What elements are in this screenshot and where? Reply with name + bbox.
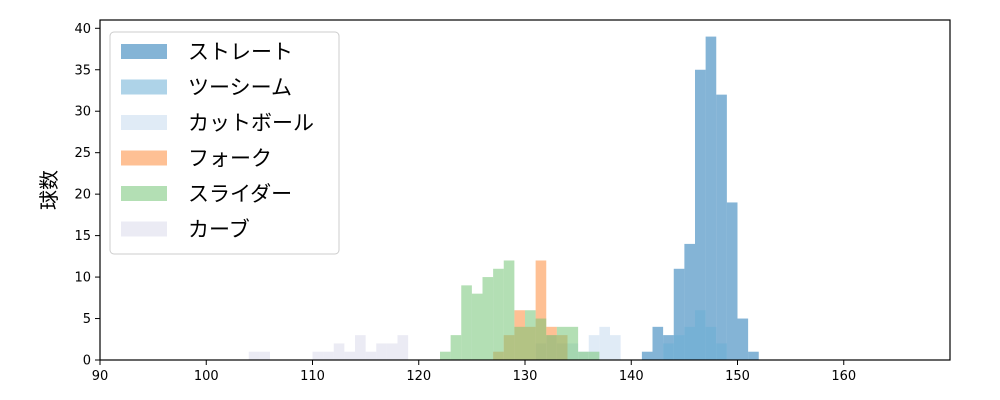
bar-series-5-bin-115 <box>365 351 377 360</box>
bar-series-1-bin-143 <box>663 343 674 360</box>
x-tick-label: 150 <box>725 369 750 384</box>
bar-series-4-bin-132 <box>546 335 557 360</box>
bar-series-5-bin-110 <box>312 351 324 360</box>
bar-series-5-bin-111 <box>323 351 334 360</box>
legend-swatch <box>121 115 167 130</box>
bar-series-0-bin-149 <box>726 202 738 360</box>
legend-swatch <box>121 44 167 59</box>
bar-series-0-bin-147 <box>705 36 717 361</box>
y-tick-label: 40 <box>74 22 91 37</box>
y-axis-label: 球数 <box>37 170 61 210</box>
x-tick-label: 160 <box>831 369 856 384</box>
legend-swatch <box>121 221 167 237</box>
y-tick-label: 5 <box>83 312 91 327</box>
bar-series-4-bin-127 <box>493 268 504 360</box>
legend-swatch <box>121 186 167 201</box>
bar-series-1-bin-147 <box>705 326 717 360</box>
x-axis: 90 100 110 120 130 140 150 160 <box>92 360 856 384</box>
bar-series-5-bin-118 <box>397 335 409 360</box>
legend-swatch <box>121 79 167 95</box>
y-tick-label: 30 <box>74 105 91 120</box>
y-tick-label: 10 <box>74 271 91 286</box>
bar-series-4-bin-136 <box>588 351 600 360</box>
bar-series-5-bin-113 <box>344 351 355 360</box>
legend-label: スライダー <box>188 182 292 206</box>
bar-series-1-bin-148 <box>716 343 727 360</box>
bar-series-5-bin-116 <box>376 343 387 360</box>
legend-label: カットボール <box>188 111 314 135</box>
bar-series-0-bin-145 <box>684 243 695 360</box>
bar-series-3-bin-131 <box>535 260 547 360</box>
bar-series-4-bin-126 <box>482 277 494 360</box>
legend-label: ツーシーム <box>188 76 292 100</box>
bar-series-2-bin-138 <box>610 335 621 360</box>
bar-series-0-bin-146 <box>695 69 706 360</box>
x-tick-label: 90 <box>92 369 109 384</box>
bar-series-5-bin-105 <box>259 351 270 360</box>
histogram-bars <box>248 36 759 361</box>
y-tick-label: 15 <box>74 229 91 244</box>
y-tick-label: 35 <box>74 63 91 78</box>
bar-series-4-bin-124 <box>461 285 472 360</box>
y-tick-label: 25 <box>74 146 91 161</box>
bar-series-5-bin-112 <box>333 343 345 360</box>
bar-series-4-bin-125 <box>471 293 483 360</box>
x-tick-label: 100 <box>194 369 219 384</box>
legend-label: カーブ <box>188 218 250 242</box>
bar-series-1-bin-144 <box>673 335 685 360</box>
bar-series-0-bin-151 <box>748 351 759 360</box>
bar-series-0-bin-144 <box>673 268 685 360</box>
legend-swatch <box>121 150 167 166</box>
legend-box <box>109 31 340 255</box>
x-tick-label: 110 <box>300 369 325 384</box>
x-tick-label: 130 <box>513 369 538 384</box>
y-axis: 0 5 10 15 20 25 30 35 40 <box>74 22 100 369</box>
bar-series-4-bin-122 <box>440 351 451 360</box>
bar-series-5-bin-114 <box>355 335 366 360</box>
bar-series-0-bin-141 <box>641 351 653 360</box>
bar-series-2-bin-137 <box>599 326 610 360</box>
bar-series-4-bin-134 <box>567 326 579 360</box>
bar-series-0-bin-148 <box>716 94 727 360</box>
y-tick-label: 0 <box>83 354 91 369</box>
bar-series-0-bin-150 <box>737 318 749 360</box>
bar-series-1-bin-146 <box>695 310 706 360</box>
bar-series-4-bin-135 <box>578 351 589 360</box>
bar-series-2-bin-136 <box>588 335 600 360</box>
bar-series-4-bin-133 <box>556 326 568 360</box>
bar-series-5-bin-104 <box>248 351 260 360</box>
x-tick-label: 120 <box>406 369 431 384</box>
x-tick-label: 140 <box>619 369 644 384</box>
bar-series-0-bin-142 <box>652 326 664 360</box>
bar-series-4-bin-130 <box>525 310 536 360</box>
bar-series-1-bin-145 <box>684 326 695 360</box>
bar-series-5-bin-117 <box>386 343 398 360</box>
legend-label: フォーク <box>188 147 272 171</box>
bar-series-4-bin-123 <box>450 335 462 360</box>
bar-series-4-bin-129 <box>514 326 525 360</box>
legend-label: ストレート <box>188 40 293 64</box>
bar-series-4-bin-131 <box>535 318 547 360</box>
y-tick-label: 20 <box>74 188 91 203</box>
bar-series-4-bin-128 <box>503 260 515 360</box>
